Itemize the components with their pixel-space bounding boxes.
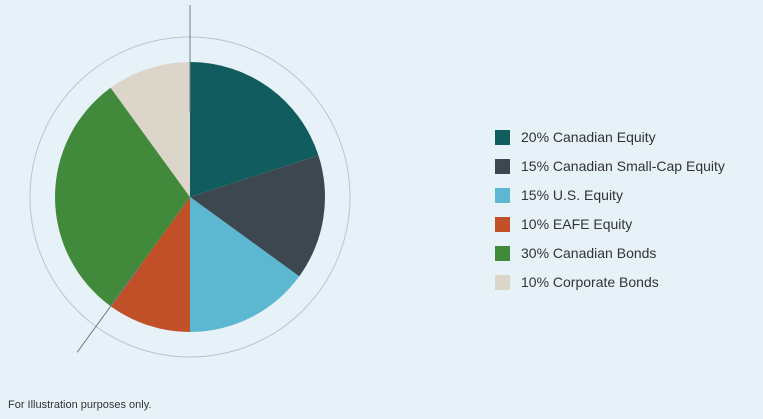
legend-label: 10% EAFE Equity: [521, 216, 633, 232]
legend-swatch-canadian-bonds: [495, 245, 510, 261]
legend-swatch-corporate-bonds: [495, 274, 510, 290]
guide-lines: [76, 5, 191, 353]
pie-slice-corporate-bonds: [110, 61, 190, 197]
legend-label: 20% Canadian Equity: [521, 129, 656, 145]
legend-swatch-eafe-equity: [495, 216, 510, 232]
legend-item-canadian-equity: 20% Canadian Equity: [495, 129, 763, 145]
pie-slice-canadian-bonds: [54, 87, 191, 307]
pie-chart-area: [29, 5, 351, 358]
footnote: For Illustration purposes only.: [8, 399, 152, 411]
guide-line: [76, 265, 141, 353]
pie-slice-canadian-equity: [190, 62, 319, 197]
legend-item-corporate-bonds: 10% Corporate Bonds: [495, 274, 763, 290]
legend-label: 15% Canadian Small-Cap Equity: [521, 158, 725, 174]
pie-slice-canadian-small-cap-equity: [190, 155, 325, 277]
legend-swatch-us-equity: [495, 187, 510, 203]
pie-slices: [54, 61, 325, 332]
legend-label: 15% U.S. Equity: [521, 187, 623, 203]
legend-item-canadian-bonds: 30% Canadian Bonds: [495, 245, 763, 261]
legend-item-eafe-equity: 10% EAFE Equity: [495, 216, 763, 232]
pie-slice-eafe-equity: [110, 197, 190, 332]
legend-swatch-canadian-small-cap-equity: [495, 158, 510, 174]
legend-label: 10% Corporate Bonds: [521, 274, 659, 290]
legend-item-canadian-small-cap-equity: 15% Canadian Small-Cap Equity: [495, 158, 763, 174]
pie-chart-svg: [29, 5, 351, 358]
legend: 20% Canadian Equity 15% Canadian Small-Ca…: [455, 129, 763, 290]
legend-label: 30% Canadian Bonds: [521, 245, 657, 261]
legend-swatch-canadian-equity: [495, 129, 510, 145]
legend-item-us-equity: 15% U.S. Equity: [495, 187, 763, 203]
pie-slice-us-equity: [190, 197, 300, 332]
